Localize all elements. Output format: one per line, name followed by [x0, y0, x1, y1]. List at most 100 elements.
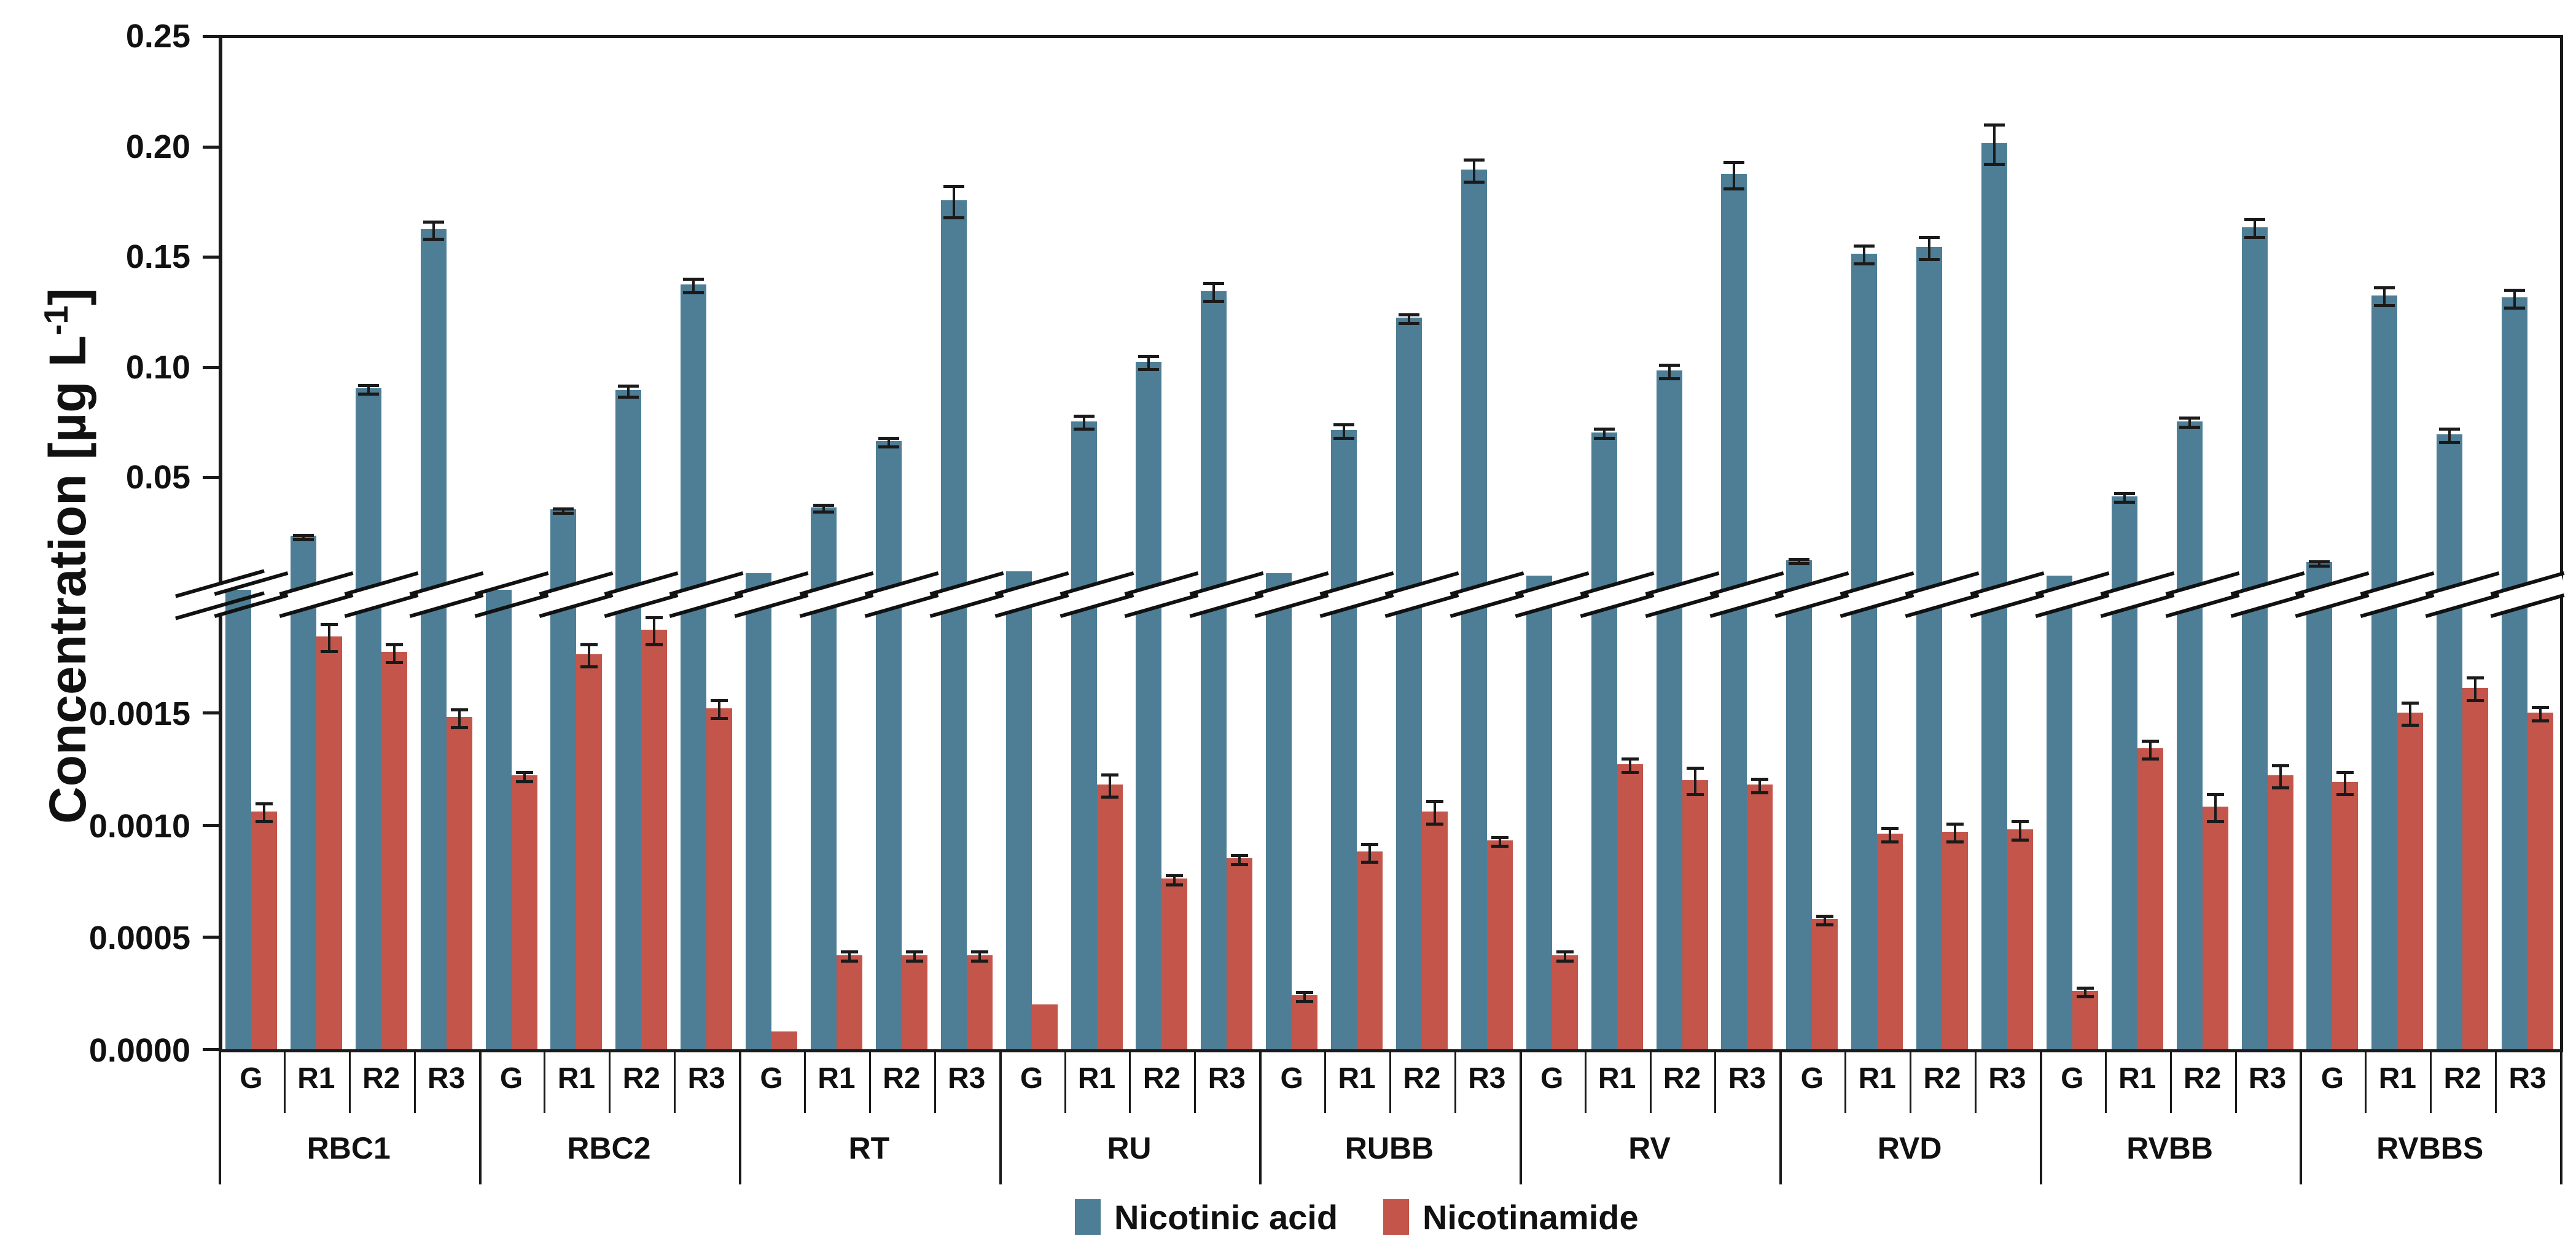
errorbar-nicotinamide-RUBB-G-stem — [1303, 990, 1306, 1000]
x-group-separator — [1779, 1049, 1782, 1184]
errorbar-nicotinamide-RU-R1-cap-top — [1101, 773, 1118, 777]
bar-nicotinic-acid-RUBB-R1 — [1331, 429, 1357, 1049]
x-sublabel-RUBB-R2: R2 — [1403, 1062, 1441, 1095]
errorbar-nicotinamide-RVBB-R1-cap-top — [2141, 739, 2159, 743]
bar-nicotinamide-RVBB-R1 — [2137, 748, 2163, 1049]
errorbar-nicotinamide-RU-R1-cap-bottom — [1101, 796, 1118, 799]
bar-nicotinamide-RUBB-R3 — [1486, 840, 1513, 1049]
errorbar-nicotinamide-RVBBS-R2-stem — [2474, 676, 2477, 699]
bar-nicotinic-acid-RVBB-R2 — [2176, 421, 2203, 1049]
errorbar-nicotinic-acid-RVBB-R1-cap-top — [2113, 491, 2135, 495]
errorbar-nicotinamide-RT-R3-stem — [978, 950, 981, 960]
y-tick-label-lower: 0.0000 — [88, 1032, 190, 1069]
x-cell-separator — [1584, 1049, 1587, 1113]
errorbar-nicotinic-acid-RU-R1-cap-top — [1073, 414, 1095, 418]
x-cell-separator — [1324, 1049, 1327, 1113]
x-cell-separator — [1975, 1049, 1977, 1113]
errorbar-nicotinamide-RBC1-R3-cap-bottom — [450, 726, 468, 729]
x-group-label-RT: RT — [848, 1131, 890, 1165]
x-sublabel-RBC1-R3: R3 — [427, 1062, 466, 1095]
errorbar-nicotinic-acid-RBC1-R1-cap-top — [292, 533, 314, 537]
y-tick-lower — [203, 711, 219, 714]
bar-nicotinic-acid-RT-R3 — [940, 200, 967, 1049]
x-sublabel-RVD-R2: R2 — [1923, 1062, 1961, 1095]
errorbar-nicotinamide-RV-R2-cap-bottom — [1686, 793, 1704, 797]
errorbar-nicotinic-acid-RUBB-R2-cap-top — [1399, 313, 1419, 316]
errorbar-nicotinamide-RBC1-G-cap-bottom — [256, 820, 273, 824]
x-cell-separator — [804, 1049, 806, 1113]
bar-nicotinamide-RV-R3 — [1747, 784, 1773, 1049]
x-sublabel-RV-R3: R3 — [1728, 1062, 1766, 1095]
errorbar-nicotinic-acid-RV-R2-cap-top — [1658, 364, 1680, 367]
x-cell-separator — [2495, 1049, 2497, 1113]
bar-nicotinamide-RVBB-G — [2072, 990, 2098, 1049]
bar-nicotinic-acid-RU-R3 — [1201, 291, 1227, 1049]
bar-nicotinamide-RT-G — [771, 1031, 798, 1049]
errorbar-nicotinamide-RU-R2-cap-bottom — [1166, 883, 1184, 886]
errorbar-nicotinamide-RBC1-R2-stem — [392, 643, 396, 661]
errorbar-nicotinamide-RT-R1-cap-top — [841, 950, 858, 954]
errorbar-nicotinic-acid-RBC1-R1-cap-bottom — [292, 538, 314, 541]
bar-nicotinic-acid-RU-R2 — [1136, 361, 1162, 1049]
errorbar-nicotinamide-RV-G-stem — [1563, 950, 1566, 960]
x-group-separator — [2300, 1049, 2303, 1184]
y-tick-label-upper: 0.15 — [125, 238, 190, 276]
x-sublabel-RV-R1: R1 — [1598, 1062, 1636, 1095]
y-tick-upper — [203, 256, 219, 259]
errorbar-nicotinamide-RVBBS-R2-cap-bottom — [2467, 698, 2484, 702]
bar-nicotinamide-RUBB-G — [1292, 995, 1318, 1049]
errorbar-nicotinamide-RVD-G-stem — [1824, 914, 1827, 924]
bar-nicotinamide-RU-R1 — [1096, 784, 1123, 1049]
errorbar-nicotinic-acid-RVD-R1-cap-top — [1854, 245, 1875, 248]
errorbar-nicotinic-acid-RBC1-R3-stem — [432, 220, 435, 238]
errorbar-nicotinamide-RT-R3-cap-bottom — [970, 959, 988, 963]
legend-label-nicotinic-acid: Nicotinic acid — [1114, 1198, 1338, 1237]
x-group-separator — [219, 1049, 221, 1184]
bar-nicotinic-acid-RU-G — [1005, 571, 1032, 1049]
x-cell-separator — [2365, 1049, 2367, 1113]
errorbar-nicotinic-acid-RBC2-R1-cap-top — [553, 507, 574, 511]
errorbar-nicotinamide-RVD-R1-cap-bottom — [1881, 840, 1899, 844]
x-sublabel-RVD-R3: R3 — [1988, 1062, 2026, 1095]
errorbar-nicotinamide-RVBBS-R1-cap-top — [2402, 701, 2419, 705]
errorbar-nicotinamide-RBC2-R2-cap-bottom — [646, 643, 663, 646]
errorbar-nicotinamide-RBC1-R3-stem — [458, 708, 461, 726]
bar-nicotinic-acid-RBC2-R3 — [681, 284, 707, 1049]
bar-nicotinic-acid-RBC1-R3 — [420, 229, 447, 1049]
errorbar-nicotinamide-RBC2-G-cap-top — [515, 770, 533, 774]
errorbar-nicotinamide-RUBB-R2-cap-top — [1426, 800, 1443, 804]
errorbar-nicotinamide-RU-R2-cap-top — [1166, 874, 1184, 877]
y-axis-upper-segment — [219, 35, 222, 582]
errorbar-nicotinamide-RVBB-G-stem — [2083, 986, 2086, 996]
errorbar-nicotinamide-RU-R3-cap-bottom — [1231, 863, 1249, 866]
bar-nicotinic-acid-RVD-R2 — [1916, 246, 1943, 1049]
errorbar-nicotinamide-RBC2-R1-cap-top — [580, 643, 598, 646]
errorbar-nicotinamide-RBC2-R3-cap-top — [711, 698, 728, 702]
errorbar-nicotinamide-RVD-R3-cap-bottom — [2012, 838, 2029, 842]
errorbar-nicotinic-acid-RVBBS-G-cap-top — [2309, 560, 2330, 563]
errorbar-nicotinamide-RV-R1-stem — [1628, 757, 1631, 771]
errorbar-nicotinamide-RVBB-R3-stem — [2279, 764, 2282, 787]
x-cell-separator — [1454, 1049, 1456, 1113]
bar-nicotinamide-RVBB-R2 — [2202, 807, 2228, 1049]
bar-nicotinamide-RBC2-R3 — [706, 708, 733, 1049]
x-cell-separator — [2234, 1049, 2237, 1113]
errorbar-nicotinamide-RUBB-R1-cap-top — [1361, 842, 1379, 846]
y-tick-label-upper: 0.05 — [125, 459, 190, 496]
x-sublabel-RT-R2: R2 — [883, 1062, 921, 1095]
x-cell-separator — [1844, 1049, 1847, 1113]
errorbar-nicotinic-acid-RBC2-R3-cap-bottom — [683, 291, 704, 294]
errorbar-nicotinamide-RVD-G-cap-top — [1816, 914, 1834, 918]
bar-nicotinic-acid-RVD-G — [1786, 560, 1813, 1049]
x-group-separator — [1259, 1049, 1262, 1184]
errorbar-nicotinic-acid-RUBB-R3-cap-bottom — [1463, 181, 1485, 184]
errorbar-nicotinic-acid-RU-R3-cap-top — [1203, 282, 1225, 286]
bar-nicotinic-acid-RBC1-R1 — [290, 536, 316, 1049]
errorbar-nicotinic-acid-RBC1-R2-stem — [367, 383, 370, 393]
errorbar-nicotinamide-RVBBS-G-stem — [2344, 770, 2347, 794]
errorbar-nicotinamide-RBC2-G-stem — [523, 770, 526, 780]
y-tick-lower — [203, 1048, 219, 1051]
errorbar-nicotinamide-RBC1-R1-cap-top — [320, 622, 338, 626]
errorbar-nicotinamide-RVBBS-G-cap-bottom — [2336, 793, 2354, 797]
